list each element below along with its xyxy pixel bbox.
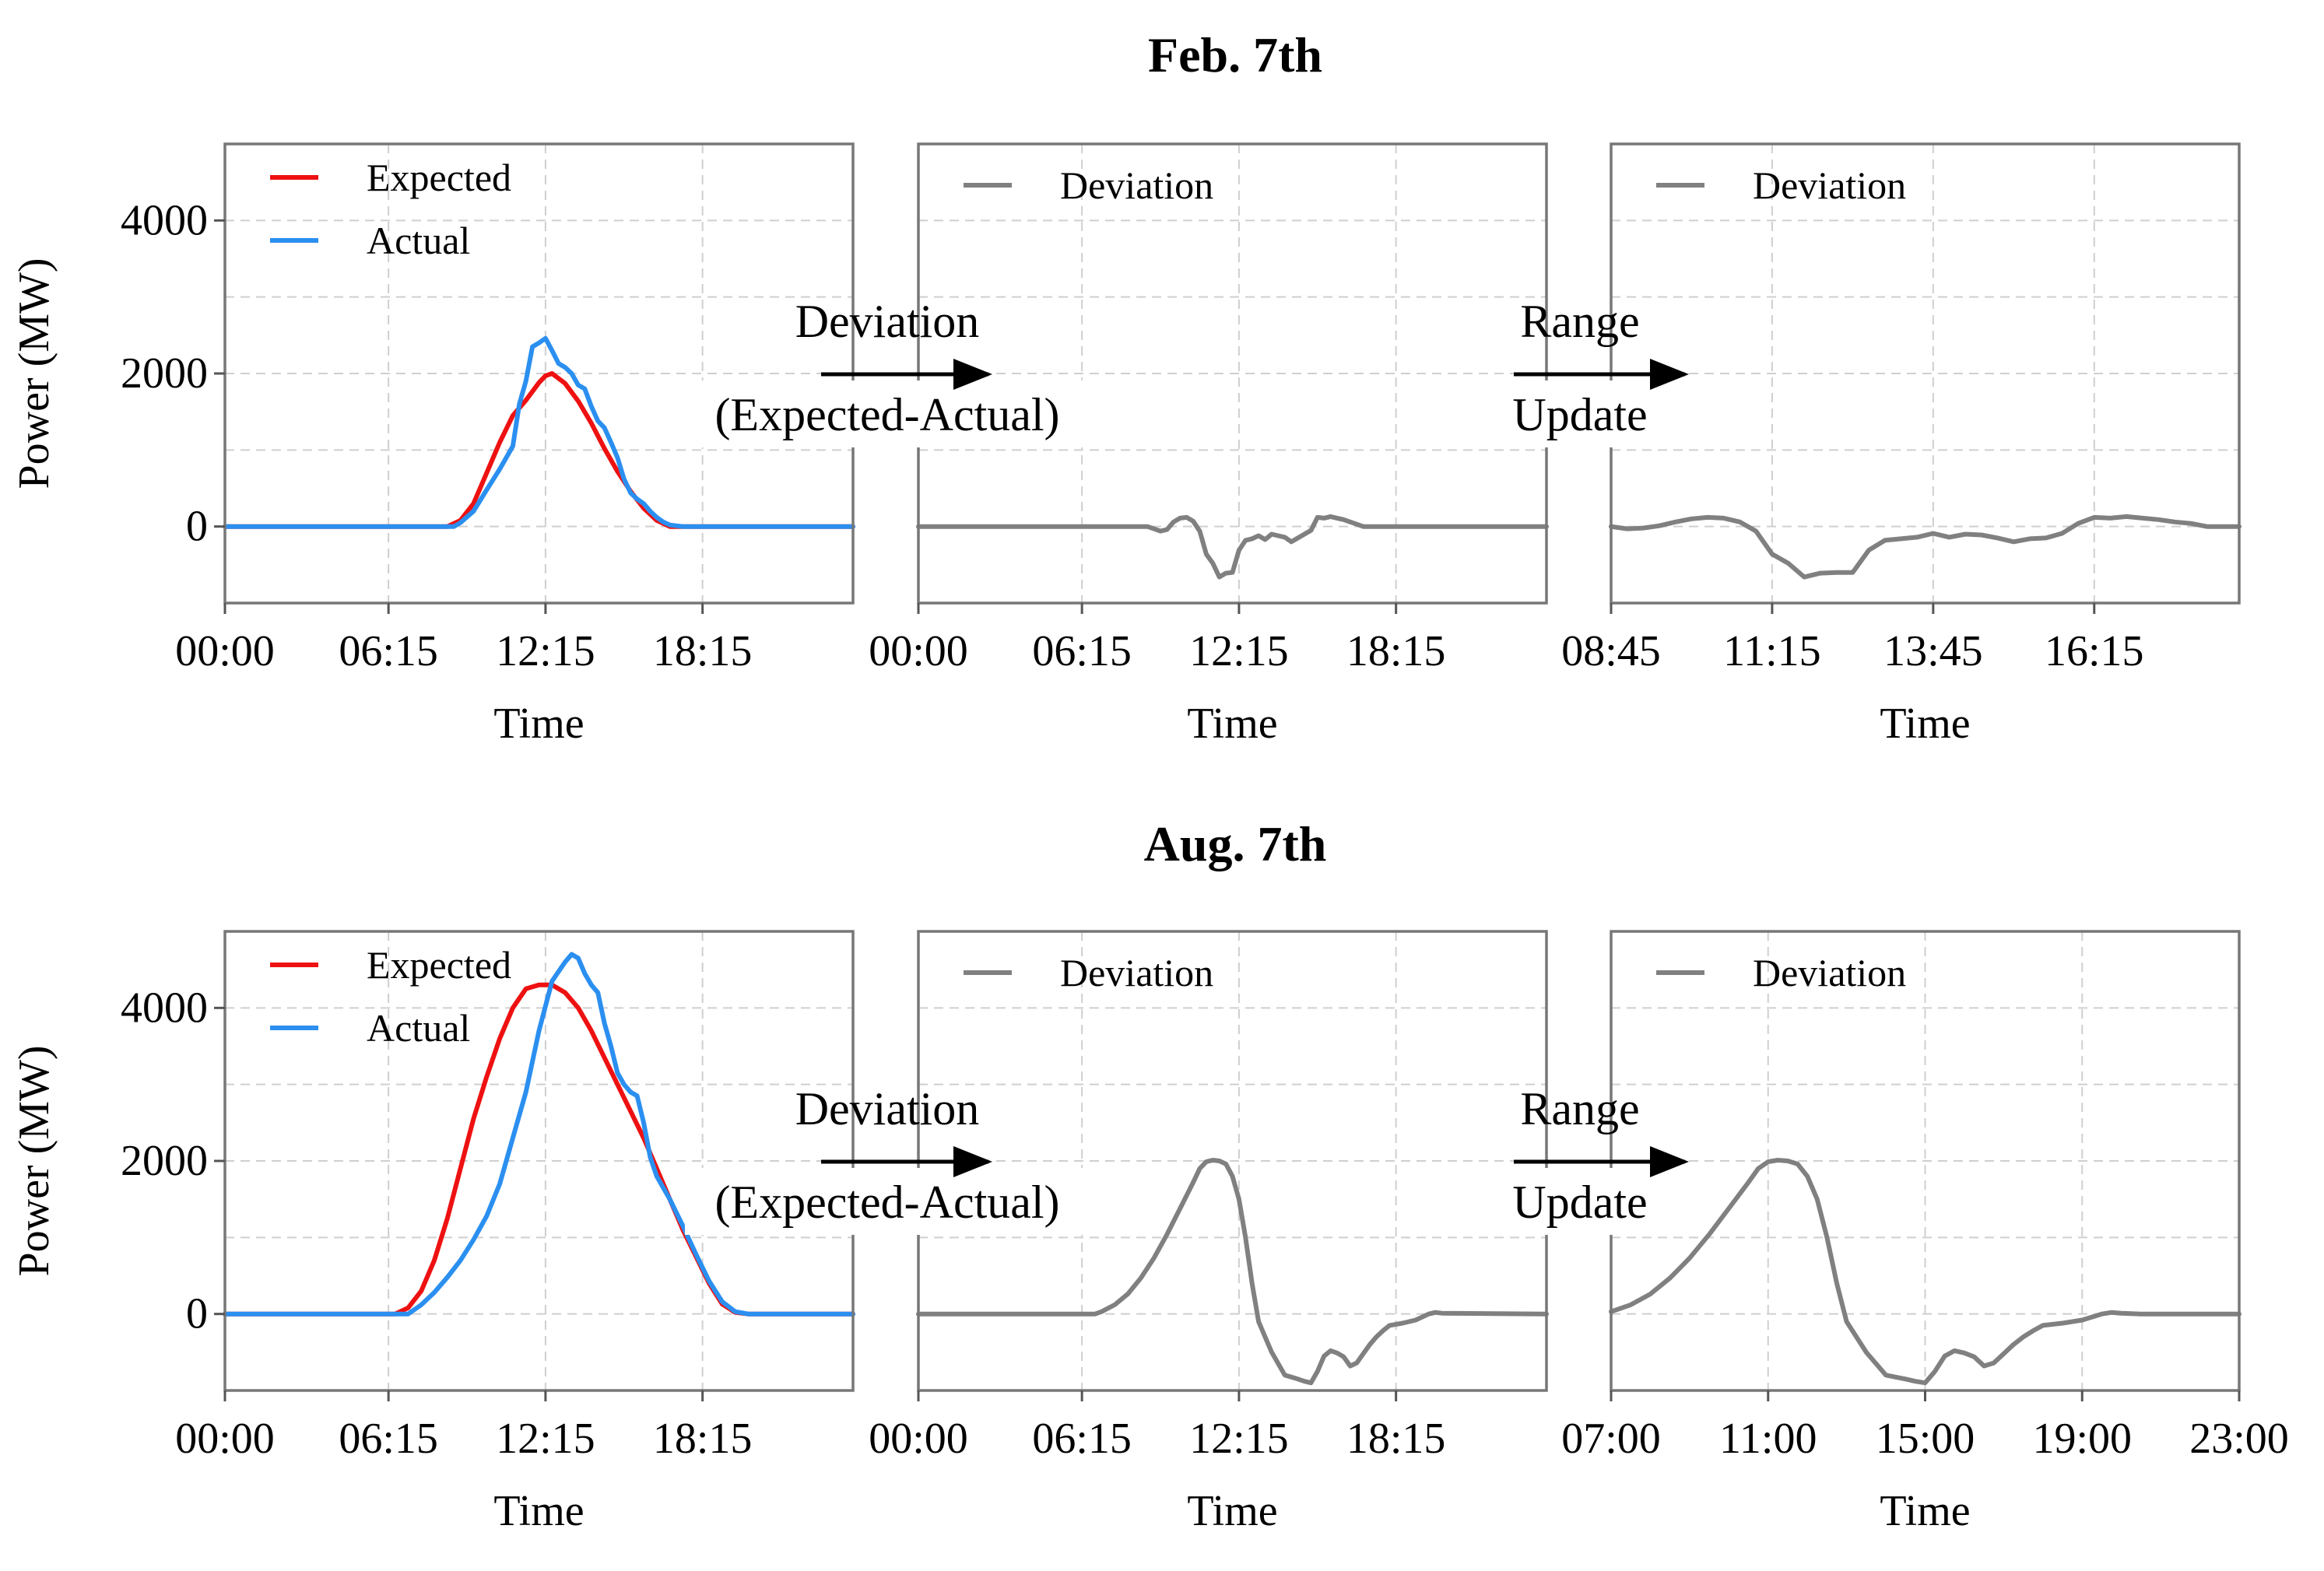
annotation-bottom-text: (Expected-Actual) bbox=[714, 389, 1059, 440]
x-tick-label: 11:15 bbox=[1723, 627, 1820, 675]
legend: Expected Actual bbox=[270, 156, 511, 262]
annotation-bottom-text: (Expected-Actual) bbox=[714, 1176, 1059, 1228]
grid bbox=[918, 144, 1546, 603]
series-line-deviation bbox=[1609, 514, 2242, 580]
y-tick-label: 0 bbox=[186, 503, 208, 551]
legend-label: Expected bbox=[367, 943, 511, 987]
annotation-backdrop bbox=[685, 380, 1090, 447]
grid bbox=[225, 931, 853, 1390]
annotation-top-text: Range bbox=[1520, 1083, 1639, 1134]
x-tick-label: 06:15 bbox=[1032, 627, 1132, 675]
x-tick-label: 00:00 bbox=[175, 627, 275, 675]
panel-2: 00:00 06:15 12:15 18:15 Time Deviation bbox=[869, 142, 1549, 748]
legend-label: Deviation bbox=[1753, 951, 1906, 994]
x-tick-label: 19:00 bbox=[2032, 1415, 2132, 1463]
annotation-arrow-2: Range Update bbox=[1498, 1083, 1689, 1235]
annotation-top-text: Range bbox=[1520, 296, 1639, 347]
annotation-top-text: Deviation bbox=[795, 296, 980, 347]
x-tick-label: 07:00 bbox=[1561, 1415, 1661, 1463]
x-tick-label: 13:45 bbox=[1883, 627, 1983, 675]
x-tick-label: 18:15 bbox=[1346, 1415, 1446, 1463]
legend: Expected Actual bbox=[270, 943, 511, 1050]
x-tick-label: 12:15 bbox=[1189, 1415, 1289, 1463]
legend-label: Actual bbox=[367, 219, 470, 262]
annotation-arrow-1: Deviation (Expected-Actual) bbox=[685, 1083, 1090, 1235]
panel-3: 08:45 11:15 13:45 16:15 Time Deviation bbox=[1561, 142, 2242, 748]
grid bbox=[1611, 144, 2239, 603]
x-axis-label: Time bbox=[1880, 1487, 1970, 1535]
legend: Deviation bbox=[964, 951, 1213, 994]
annotation-backdrop bbox=[1498, 1168, 1662, 1235]
legend: Deviation bbox=[1656, 163, 1906, 207]
panel-3: 07:00 11:00 15:00 19:00 23:00 Time Deviation bbox=[1561, 930, 2289, 1535]
annotation-arrow-1: Deviation (Expected-Actual) bbox=[685, 296, 1090, 447]
x-axis-label: Time bbox=[1187, 700, 1277, 748]
y-axis-label: Power (MW) bbox=[10, 1045, 58, 1276]
legend: Deviation bbox=[1656, 951, 1906, 994]
series-line-deviation bbox=[1609, 1158, 2242, 1386]
row-title: Aug. 7th bbox=[1144, 816, 1327, 871]
grid bbox=[225, 144, 853, 603]
x-axis-label: Time bbox=[493, 700, 584, 748]
annotation-backdrop bbox=[1498, 380, 1662, 447]
x-axis-label: Time bbox=[493, 1487, 584, 1535]
annotation-bottom-text: Update bbox=[1512, 1176, 1647, 1228]
annotation-backdrop bbox=[685, 1168, 1090, 1235]
panel-2: 00:00 06:15 12:15 18:15 Time Deviation bbox=[869, 930, 1549, 1535]
row-2: Aug. 7th 00:00 06:15 12:15 18:15 0 2000 4000 Pow… bbox=[10, 816, 2289, 1535]
x-tick-label: 15:00 bbox=[1876, 1415, 1975, 1463]
x-tick-label: 08:45 bbox=[1561, 627, 1661, 675]
x-tick-label: 12:15 bbox=[496, 627, 595, 675]
y-tick-label: 4000 bbox=[121, 984, 208, 1032]
panel-1: 00:00 06:15 12:15 18:15 0 2000 4000 Power (MW) T… bbox=[10, 930, 855, 1535]
x-axis-label: Time bbox=[1880, 700, 1970, 748]
x-tick-label: 18:15 bbox=[653, 627, 753, 675]
legend-label: Actual bbox=[367, 1006, 470, 1050]
legend-label: Expected bbox=[367, 156, 511, 199]
legend-label: Deviation bbox=[1060, 951, 1213, 994]
x-tick-label: 00:00 bbox=[175, 1415, 275, 1463]
y-axis-label: Power (MW) bbox=[10, 258, 58, 489]
x-tick-label: 06:15 bbox=[339, 627, 438, 675]
x-tick-label: 00:00 bbox=[869, 1415, 968, 1463]
x-axis-label: Time bbox=[1187, 1487, 1277, 1535]
series-line-deviation bbox=[916, 514, 1549, 580]
x-tick-label: 18:15 bbox=[1346, 627, 1446, 675]
series-line-deviation bbox=[916, 1158, 1549, 1386]
legend-label: Deviation bbox=[1060, 163, 1213, 207]
x-tick-label: 11:00 bbox=[1719, 1415, 1817, 1463]
annotation-arrow-2: Range Update bbox=[1498, 296, 1689, 447]
grid bbox=[1611, 931, 2239, 1390]
annotation-bottom-text: Update bbox=[1512, 389, 1647, 440]
x-tick-label: 12:15 bbox=[1189, 627, 1289, 675]
y-tick-label: 2000 bbox=[121, 349, 208, 398]
row-1: Feb. 7th 00:00 06:15 12:15 18:15 0 2000 4000 Pow… bbox=[10, 27, 2242, 748]
annotation-top-text: Deviation bbox=[795, 1083, 980, 1134]
y-tick-label: 4000 bbox=[121, 196, 208, 244]
x-tick-label: 16:15 bbox=[2045, 627, 2144, 675]
x-tick-label: 00:00 bbox=[869, 627, 968, 675]
x-tick-label: 23:00 bbox=[2189, 1415, 2289, 1463]
y-tick-label: 0 bbox=[186, 1290, 208, 1338]
legend: Deviation bbox=[964, 163, 1213, 207]
y-tick-label: 2000 bbox=[121, 1137, 208, 1185]
x-tick-label: 18:15 bbox=[653, 1415, 753, 1463]
x-tick-label: 12:15 bbox=[496, 1415, 595, 1463]
grid bbox=[918, 931, 1546, 1390]
x-tick-label: 06:15 bbox=[1032, 1415, 1132, 1463]
series-line-actual bbox=[223, 335, 855, 529]
legend-label: Deviation bbox=[1753, 163, 1906, 207]
row-title: Feb. 7th bbox=[1148, 27, 1322, 82]
x-tick-label: 06:15 bbox=[339, 1415, 438, 1463]
